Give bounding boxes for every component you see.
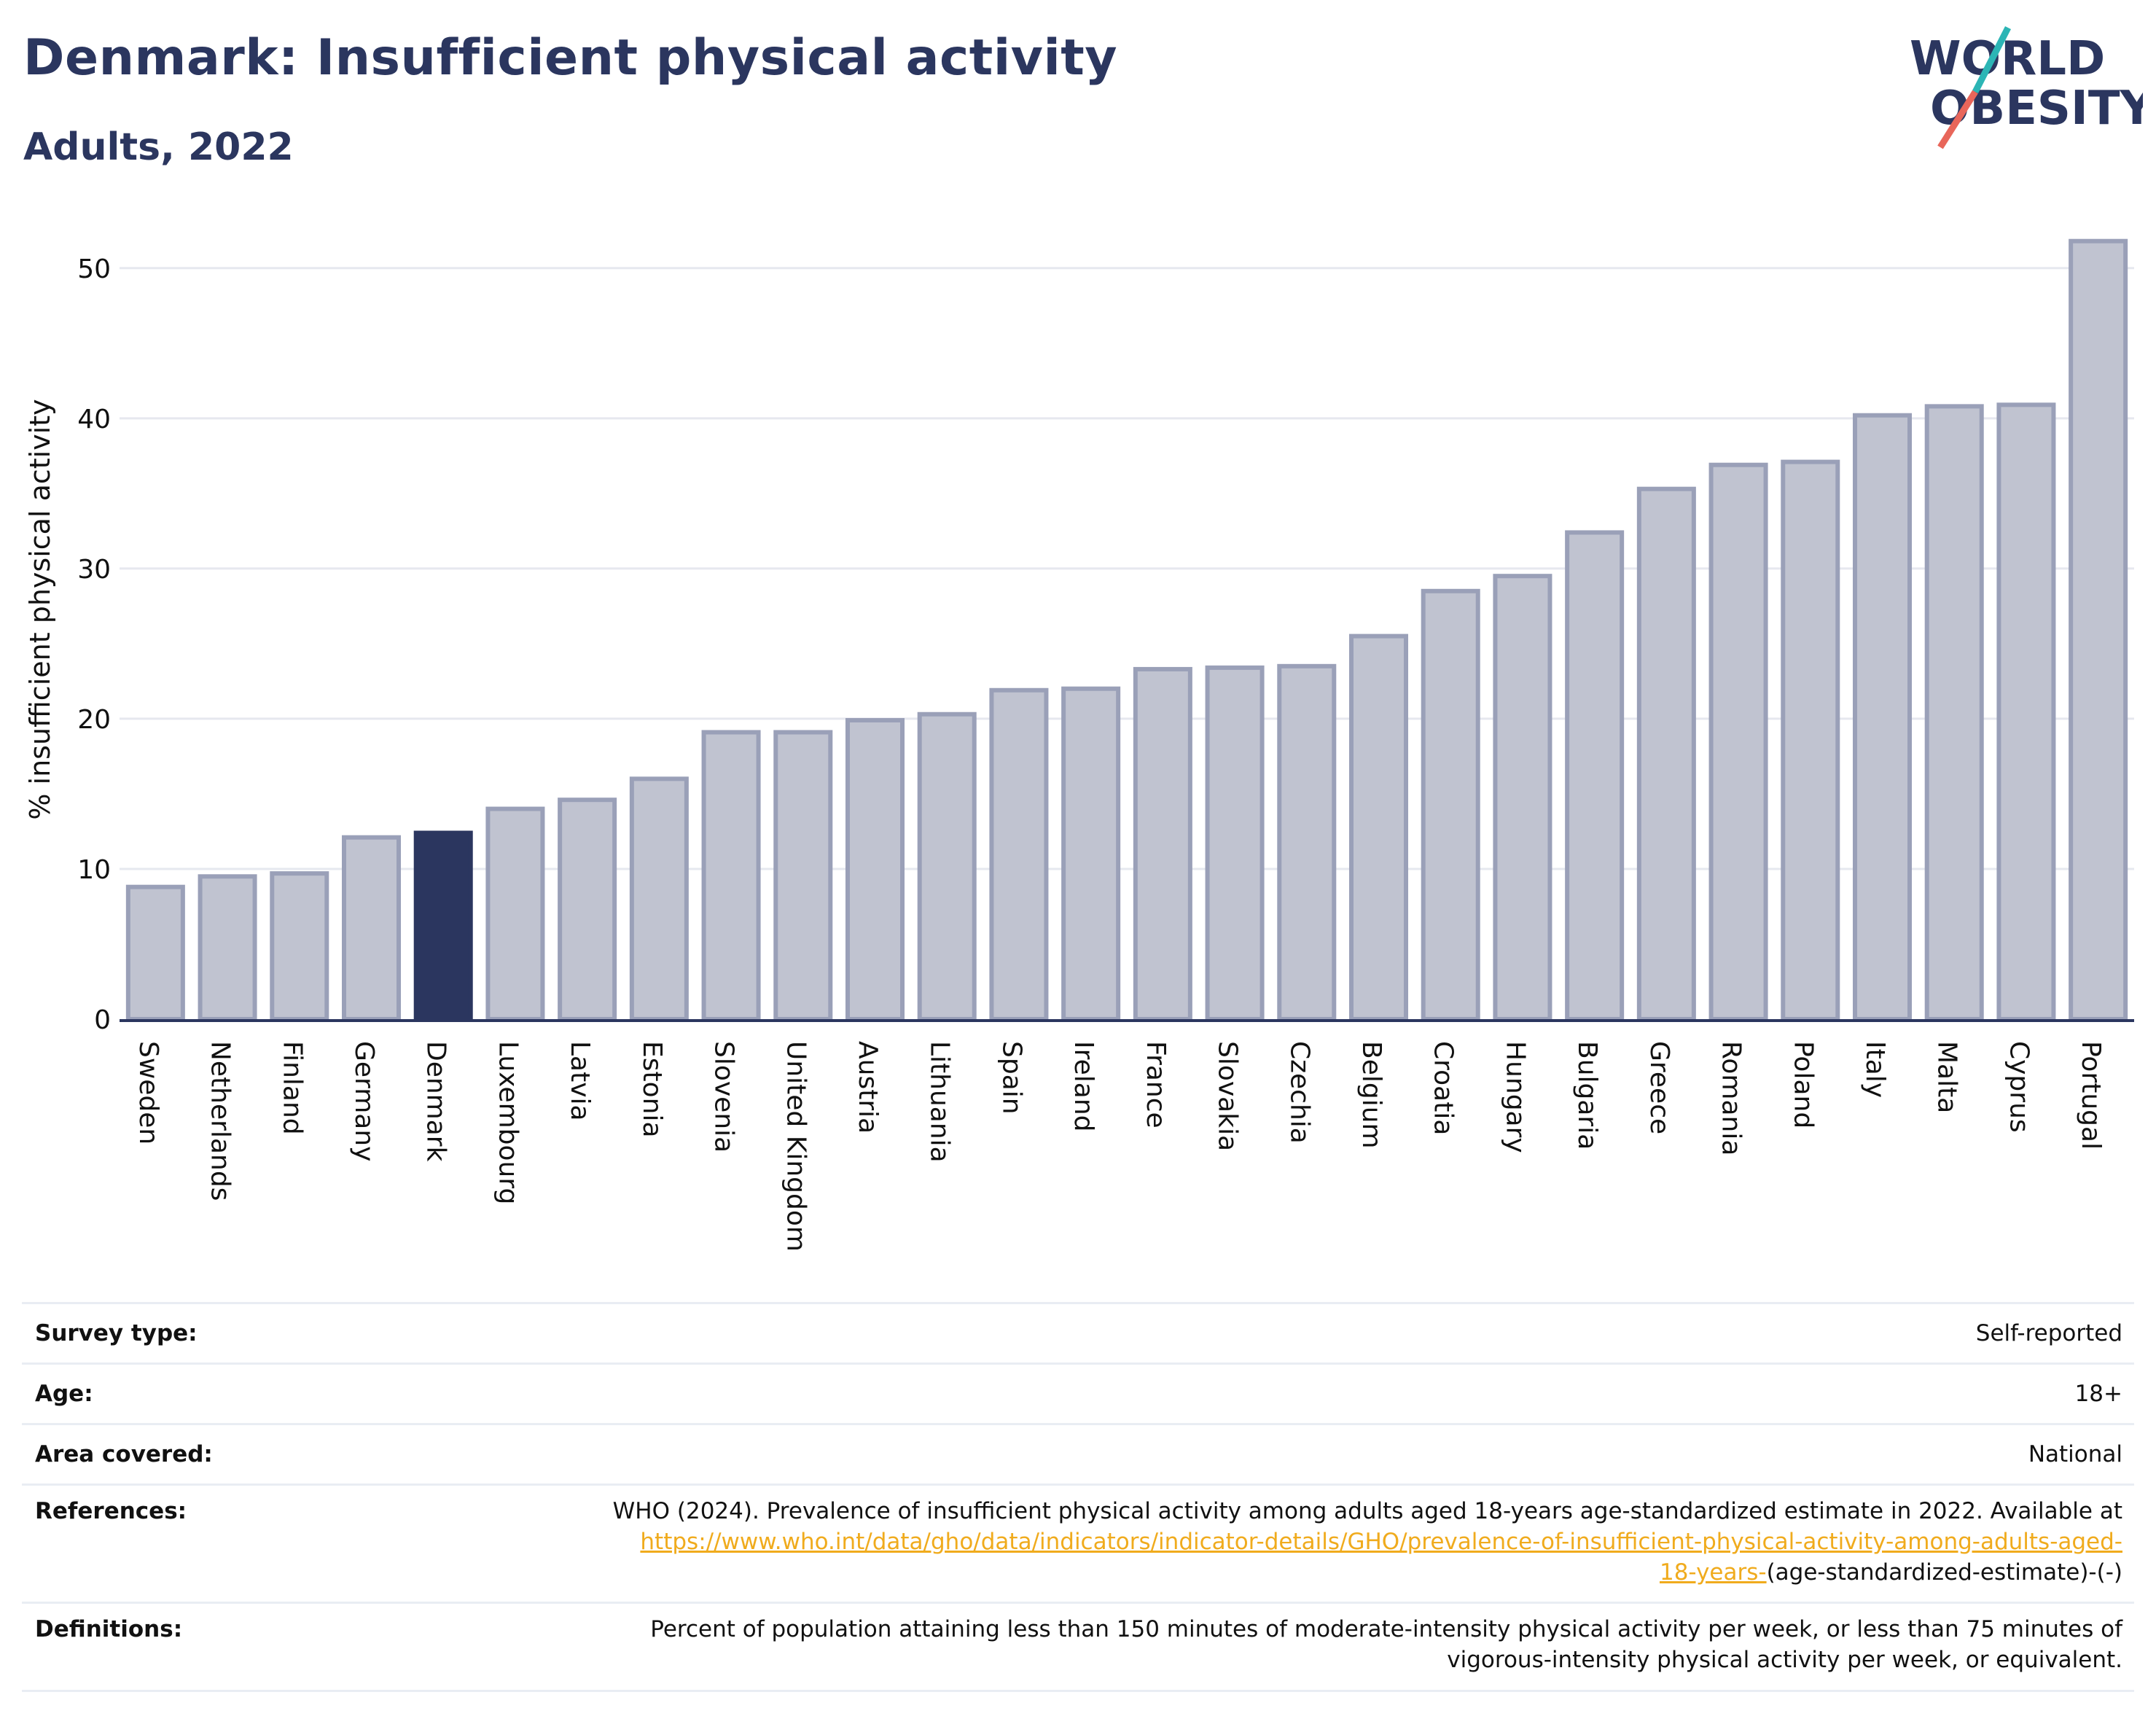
y-tick-label: 30	[77, 555, 111, 585]
definition-line: Percent of population attaining less tha…	[650, 1616, 2122, 1642]
bar-lithuania	[917, 711, 977, 1021]
meta-value-definitions: Percent of population attaining less tha…	[650, 1614, 2134, 1690]
y-tick-label: 10	[77, 855, 111, 885]
x-tick-label: Austria	[853, 1041, 883, 1134]
x-tick-label: Ireland	[1069, 1041, 1098, 1132]
meta-label: Survey type:	[35, 1320, 198, 1346]
meta-row-survey-type: Survey type: Self-reported	[22, 1302, 2134, 1362]
logo-line-world: WORLD	[1910, 32, 2105, 86]
x-tick-label: Denmark	[421, 1041, 451, 1162]
bar-czechia	[1277, 663, 1337, 1022]
bar-netherlands	[198, 874, 257, 1022]
bar-romania	[1708, 462, 1768, 1021]
meta-label: Age:	[35, 1381, 93, 1407]
x-tick-label: Romania	[1716, 1041, 1746, 1155]
x-tick-label: Cyprus	[2004, 1041, 2034, 1133]
y-tick-label: 50	[77, 254, 111, 284]
y-tick-label: 0	[94, 1005, 111, 1035]
bar-denmark	[413, 830, 473, 1021]
meta-row-age: Age: 18+	[22, 1362, 2134, 1423]
y-tick-label: 40	[77, 405, 111, 434]
logo-slash-top	[1972, 26, 2012, 94]
x-tick-label: Bulgaria	[1572, 1041, 1602, 1150]
meta-row-references: References: WHO (2024). Prevalence of in…	[22, 1483, 2134, 1602]
bar-luxembourg	[485, 806, 545, 1021]
bar-croatia	[1421, 588, 1480, 1021]
y-axis-ticks: 0 10 20 30 40 50	[77, 254, 111, 1035]
x-tick-label: Sweden	[133, 1041, 163, 1145]
x-axis-labels: Sweden Netherlands Finland Germany Denmark Lu…	[133, 1041, 2106, 1252]
x-tick-label: Netherlands	[206, 1041, 235, 1201]
bar-finland	[270, 871, 329, 1022]
bar-cyprus	[1996, 402, 2056, 1021]
x-tick-label: United Kingdom	[781, 1041, 811, 1252]
bar-belgium	[1348, 633, 1409, 1021]
x-tick-label: Spain	[996, 1041, 1026, 1115]
x-tick-label: Belgium	[1356, 1041, 1386, 1149]
bar-austria	[845, 717, 905, 1022]
x-tick-label: Slovenia	[709, 1041, 739, 1153]
meta-value-references: WHO (2024). Prevalence of insufficient p…	[613, 1496, 2134, 1602]
x-tick-label: Greece	[1644, 1041, 1674, 1134]
x-tick-label: Slovakia	[1213, 1041, 1243, 1151]
definition-line: vigorous-intensity physical activity per…	[1447, 1647, 2122, 1673]
meta-value: National	[2028, 1441, 2122, 1467]
y-tick-label: 20	[77, 705, 111, 735]
x-tick-label: Malta	[1932, 1041, 1962, 1113]
meta-row-area-covered: Area covered: National	[22, 1423, 2134, 1483]
bar-france	[1133, 666, 1192, 1021]
bar-germany	[341, 835, 402, 1021]
page-subtitle: Adults, 2022	[23, 125, 294, 169]
reference-link[interactable]: https://www.who.int/data/gho/data/indica…	[640, 1529, 2122, 1555]
logo-slash-bottom	[1937, 90, 1978, 149]
bar-hungary	[1493, 574, 1552, 1021]
bar-italy	[1852, 413, 1913, 1021]
meta-label: References:	[35, 1498, 187, 1524]
page-title: Denmark: Insufficient physical activity	[23, 29, 1118, 87]
bar-malta	[1924, 404, 1984, 1021]
bar-sweden	[125, 884, 185, 1021]
x-tick-label: Portugal	[2076, 1041, 2106, 1150]
x-tick-label: Finland	[277, 1041, 307, 1135]
bar-estonia	[629, 776, 689, 1021]
x-tick-label: Lithuania	[925, 1041, 955, 1163]
bars	[125, 238, 2128, 1022]
reference-text: WHO (2024). Prevalence of insufficient p…	[612, 1498, 2122, 1524]
x-tick-label: Hungary	[1500, 1041, 1530, 1153]
x-tick-label: Estonia	[637, 1041, 667, 1138]
x-tick-label: France	[1141, 1041, 1171, 1128]
meta-label: Area covered:	[35, 1441, 213, 1467]
meta-label: Definitions:	[35, 1616, 183, 1642]
bar-poland	[1781, 459, 1840, 1021]
bar-chart: 0 10 20 30 40 50 Sweden Netherlands Finland Germ…	[24, 238, 2134, 1252]
bar-slovenia	[701, 730, 761, 1021]
reference-tail: (age-standardized-estimate)-(-)	[1766, 1559, 2122, 1586]
bar-spain	[989, 687, 1049, 1021]
x-tick-label: Italy	[1860, 1041, 1890, 1098]
reference-link-continued[interactable]: 18-years-	[1659, 1559, 1767, 1586]
x-tick-label: Poland	[1788, 1041, 1818, 1128]
world-obesity-logo: WORLD OBESITY	[1910, 26, 2143, 149]
bar-latvia	[558, 798, 617, 1022]
bar-portugal	[2069, 238, 2128, 1022]
metadata-table: Survey type: Self-reported Age: 18+ Area…	[22, 1302, 2134, 1692]
bar-united-kingdom	[773, 730, 833, 1021]
x-tick-label: Luxembourg	[493, 1041, 523, 1204]
x-tick-label: Czechia	[1284, 1041, 1314, 1144]
meta-row-definitions: Definitions: Percent of population attai…	[22, 1602, 2134, 1692]
meta-value: 18+	[2074, 1381, 2122, 1407]
bar-ireland	[1061, 686, 1121, 1021]
x-tick-label: Croatia	[1429, 1041, 1458, 1135]
bar-greece	[1636, 486, 1696, 1021]
bar-slovakia	[1205, 665, 1265, 1021]
meta-value: Self-reported	[1975, 1320, 2122, 1346]
bar-bulgaria	[1565, 530, 1625, 1021]
x-tick-label: Germany	[349, 1041, 379, 1161]
y-axis-title: % insufficient physical activity	[24, 399, 56, 819]
x-tick-label: Latvia	[565, 1041, 595, 1121]
